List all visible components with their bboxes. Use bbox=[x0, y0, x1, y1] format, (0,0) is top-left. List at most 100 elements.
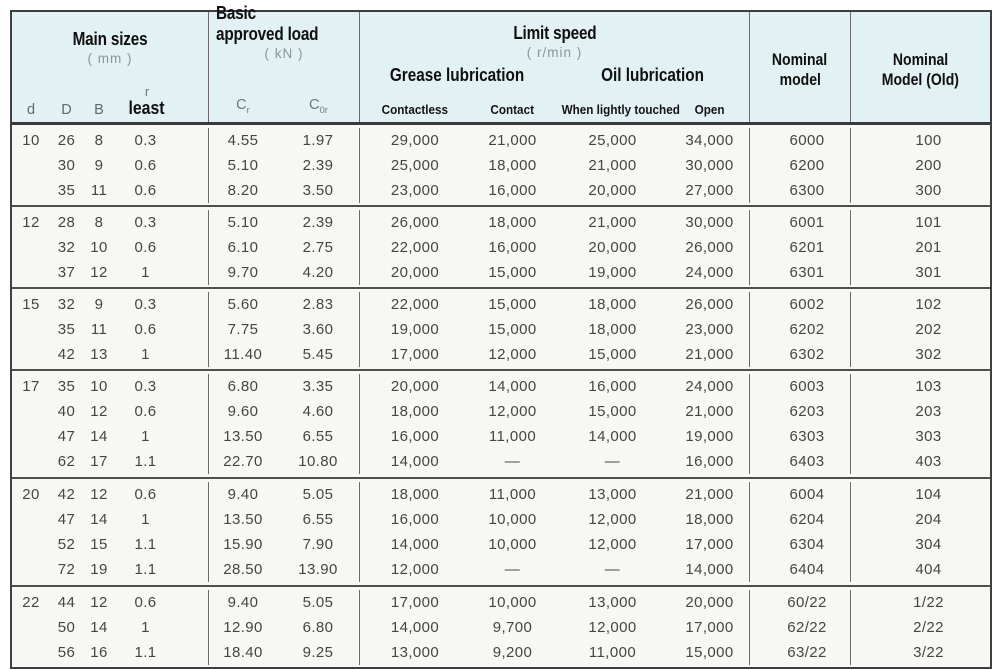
table-row: 35 11 0.6 7.75 3.60 19,000 15,000 18,000 23,000 6… bbox=[12, 317, 990, 342]
table-cell: 14,000 bbox=[390, 536, 440, 553]
table-cell: 404 bbox=[915, 561, 942, 578]
table-cell: 22.70 bbox=[223, 453, 263, 470]
lubrication-row: Grease lubrication Oil lubrication bbox=[360, 65, 749, 85]
table-cell bbox=[12, 235, 50, 260]
table-cell: 5.60 bbox=[227, 296, 259, 313]
table-cell: 19,000 bbox=[670, 424, 750, 449]
table-row: 12 28 8 0.3 5.10 2.39 26,000 18,000 21,000 30,000… bbox=[12, 210, 990, 235]
table-cell: 28 bbox=[57, 214, 76, 231]
table-cell: 26,000 bbox=[670, 235, 750, 260]
table-cell: 9.40 bbox=[227, 486, 259, 503]
table-cell: 0.3 bbox=[115, 210, 209, 235]
table-cell: 12 bbox=[90, 594, 108, 611]
table-row: 20 42 12 0.6 9.40 5.05 18,000 11,000 13,000 21,00… bbox=[12, 482, 990, 507]
table-cell: 9.40 bbox=[227, 594, 259, 611]
table-cell: 20 bbox=[22, 486, 40, 503]
table-cell: 13,000 bbox=[588, 486, 637, 503]
table-row: 56 16 1.1 18.40 9.25 13,000 9,200 11,000 15,000 6… bbox=[12, 640, 990, 665]
table-cell: 6002 bbox=[750, 292, 851, 317]
table-cell: 25,000 bbox=[588, 132, 637, 149]
table-cell: 8.20 bbox=[227, 182, 259, 199]
table-cell: 28.50 bbox=[223, 561, 263, 578]
table-cell: 0.6 bbox=[115, 317, 209, 342]
col-header-open: Open bbox=[695, 102, 725, 117]
table-cell: 16,000 bbox=[488, 239, 537, 256]
table-cell bbox=[12, 317, 50, 342]
table-cell: 11,000 bbox=[488, 428, 537, 445]
table-cell: 20,000 bbox=[588, 239, 637, 256]
table-cell: 6.80 bbox=[277, 615, 360, 640]
table-cell: 6301 bbox=[750, 260, 851, 285]
table-row: 22 44 12 0.6 9.40 5.05 17,000 10,000 13,000 20,00… bbox=[12, 590, 990, 615]
table-cell: 63/22 bbox=[750, 640, 851, 665]
table-cell: 5.10 bbox=[227, 157, 259, 174]
table-cell: 12,000 bbox=[488, 346, 537, 363]
table-cell: 1 bbox=[115, 260, 209, 285]
table-cell: 1 bbox=[115, 615, 209, 640]
table-cell: 19 bbox=[90, 561, 108, 578]
table-cell: 12 bbox=[90, 403, 108, 420]
table-cell: 23,000 bbox=[670, 317, 750, 342]
grease-lubrication-header: Grease lubrication bbox=[390, 65, 525, 85]
col-header-contactless: Contactless bbox=[381, 102, 449, 117]
table-cell: 6303 bbox=[750, 424, 851, 449]
bearing-spec-table: Main sizes ( mm ) d D B r least Basic ap… bbox=[10, 3, 992, 669]
table-cell: 15 bbox=[22, 296, 40, 313]
table-cell: 18,000 bbox=[588, 296, 637, 313]
table-cell: 16,000 bbox=[588, 378, 637, 395]
table-cell: 6001 bbox=[750, 210, 851, 235]
table-cell bbox=[12, 399, 50, 424]
row-group-d17: 17 35 10 0.3 6.80 3.35 20,000 14,000 16,000 24,00… bbox=[12, 369, 990, 477]
table-cell bbox=[12, 342, 50, 367]
table-cell: 8 bbox=[94, 214, 104, 231]
table-cell: 15 bbox=[90, 536, 108, 553]
col-header-B: B bbox=[94, 102, 104, 118]
table-cell: 0.6 bbox=[115, 178, 209, 203]
table-cell: 26 bbox=[57, 132, 76, 149]
table-cell: 0.3 bbox=[115, 128, 209, 153]
table-header: Main sizes ( mm ) d D B r least Basic ap… bbox=[12, 3, 990, 125]
basic-load-columns: Cr C0r bbox=[209, 97, 359, 122]
table-cell: 12,000 bbox=[588, 619, 637, 636]
table-cell: 12.90 bbox=[223, 619, 263, 636]
table-cell bbox=[12, 153, 50, 178]
table-cell: 104 bbox=[915, 486, 942, 503]
table-cell: 6201 bbox=[750, 235, 851, 260]
table-cell: 11 bbox=[90, 182, 108, 199]
main-sizes-title: Main sizes bbox=[72, 29, 148, 49]
table-cell: 35 bbox=[57, 378, 76, 395]
table-cell: 30 bbox=[57, 157, 76, 174]
table-cell: 12 bbox=[22, 214, 40, 231]
table-row: 52 15 1.1 15.90 7.90 14,000 10,000 12,000 17,000… bbox=[12, 532, 990, 557]
table-cell: 5.10 bbox=[227, 214, 259, 231]
table-cell: 204 bbox=[915, 511, 942, 528]
table-row: 30 9 0.6 5.10 2.39 25,000 18,000 21,000 30,000 62… bbox=[12, 153, 990, 178]
table-cell: 22,000 bbox=[390, 239, 440, 256]
table-cell: 12,000 bbox=[588, 511, 637, 528]
table-cell: 3.60 bbox=[277, 317, 360, 342]
table-cell: 20,000 bbox=[390, 378, 440, 395]
table-cell: 35 bbox=[57, 321, 76, 338]
header-group-basic-load: Basic approved load ( kN ) Cr C0r bbox=[209, 3, 360, 122]
table-cell: 16,000 bbox=[670, 449, 750, 474]
table-cell: 1.97 bbox=[277, 128, 360, 153]
table-cell: 2.75 bbox=[277, 235, 360, 260]
header-group-nominal-model-old: Nominal Model (Old) bbox=[851, 12, 990, 122]
table-cell: 9 bbox=[94, 157, 104, 174]
table-cell: 21,000 bbox=[670, 399, 750, 424]
table-cell: 10,000 bbox=[488, 511, 537, 528]
table-cell: 9,700 bbox=[492, 619, 533, 636]
table-cell: 18,000 bbox=[588, 321, 637, 338]
table-cell: 19,000 bbox=[588, 264, 637, 281]
table-row: 32 10 0.6 6.10 2.75 22,000 16,000 20,000 26,000 6… bbox=[12, 235, 990, 260]
row-group-d12: 12 28 8 0.3 5.10 2.39 26,000 18,000 21,000 30,000… bbox=[12, 205, 990, 287]
table-cell: 17 bbox=[22, 378, 40, 395]
table-cell: 72 bbox=[57, 561, 76, 578]
nominal-model-old-header: Nominal Model (Old) bbox=[881, 51, 960, 89]
table-cell: 32 bbox=[57, 239, 76, 256]
table-cell: 6302 bbox=[750, 342, 851, 367]
table-cell: 60/22 bbox=[750, 590, 851, 615]
table-cell: 42 bbox=[57, 346, 76, 363]
table-cell: 23,000 bbox=[390, 182, 440, 199]
table-row: 47 14 1 13.50 6.55 16,000 11,000 14,000 19,000 63… bbox=[12, 424, 990, 449]
